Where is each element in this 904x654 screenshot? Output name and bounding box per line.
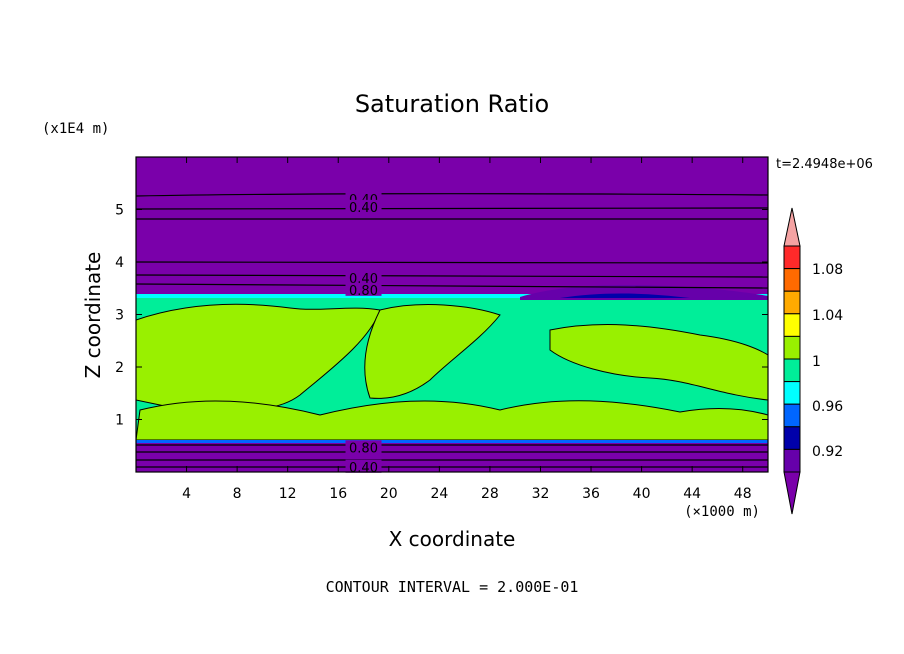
contour-label-bg (345, 459, 382, 473)
x-tick-label: 16 (329, 486, 347, 502)
colorbar-max-arrow (783, 207, 801, 247)
x-tick-label: 44 (683, 486, 701, 502)
colorbar-swatch (783, 426, 801, 450)
contour-label-bg (345, 199, 382, 213)
cloud-top-edge (136, 294, 768, 298)
contour-label: 0.40 (349, 201, 378, 216)
contour-label: 0.40 (349, 461, 378, 476)
colorbar-label: 0.92 (812, 444, 843, 460)
colorbar-swatch (783, 448, 801, 473)
y-unit-label: (x1E4 m) (42, 121, 109, 137)
x-tick-label: 36 (582, 486, 600, 502)
colorbar-label: 1.08 (812, 262, 843, 278)
x-tick-label: 20 (380, 486, 398, 502)
supersat-blob (136, 400, 768, 441)
x-tick-label: 28 (481, 486, 499, 502)
contour-label-bg (345, 270, 382, 284)
y-tick-label: 4 (115, 255, 124, 271)
cloud-base-edge (136, 440, 768, 443)
contour-label: 0.80 (349, 441, 378, 456)
colorbar-swatch (783, 381, 801, 405)
supersat-blob (364, 304, 501, 399)
colorbar-swatch (783, 403, 801, 428)
x-axis-label: X coordinate (389, 527, 516, 551)
colorbar-label: 1.04 (812, 308, 843, 324)
contour-label-bg (345, 282, 382, 296)
colorbar-swatch (783, 245, 801, 270)
x-tick-label: 8 (233, 486, 242, 502)
colorbar-swatch (783, 290, 801, 315)
chart-title: Saturation Ratio (355, 90, 549, 118)
contour-label-bg (345, 440, 382, 454)
x-tick-label: 12 (279, 486, 297, 502)
y-tick-label: 2 (115, 360, 124, 376)
colorbar-swatch (783, 335, 801, 360)
time-label: t=2.4948e+06 (776, 157, 873, 172)
x-tick-label: 40 (633, 486, 651, 502)
x-tick-label: 4 (182, 486, 191, 502)
y-axis-label: Z coordinate (81, 252, 105, 379)
colorbar: 1.08 1.04 1 0.96 0.92 (783, 207, 843, 515)
colorbar-swatch (783, 268, 801, 292)
x-unit-label: (×1000 m) (684, 504, 760, 520)
y-tick-label: 5 (115, 203, 124, 219)
plot-area: 0.400.400.400.800.800.40 481216202428323… (115, 156, 769, 502)
x-tick-label: 48 (734, 486, 752, 502)
y-tick-label: 3 (115, 308, 124, 324)
contour-label: 0.80 (349, 284, 378, 299)
colorbar-min-arrow (783, 471, 801, 515)
y-tick-label: 1 (115, 413, 124, 429)
dry-intrusion-core (560, 293, 690, 298)
x-tick-label: 32 (532, 486, 550, 502)
colorbar-swatch (783, 313, 801, 337)
colorbar-label: 1 (812, 354, 821, 370)
colorbar-label: 0.96 (812, 399, 843, 415)
colorbar-swatch (783, 358, 801, 383)
x-tick-label: 24 (430, 486, 448, 502)
contour-interval-label: CONTOUR INTERVAL = 2.000E-01 (326, 578, 579, 596)
